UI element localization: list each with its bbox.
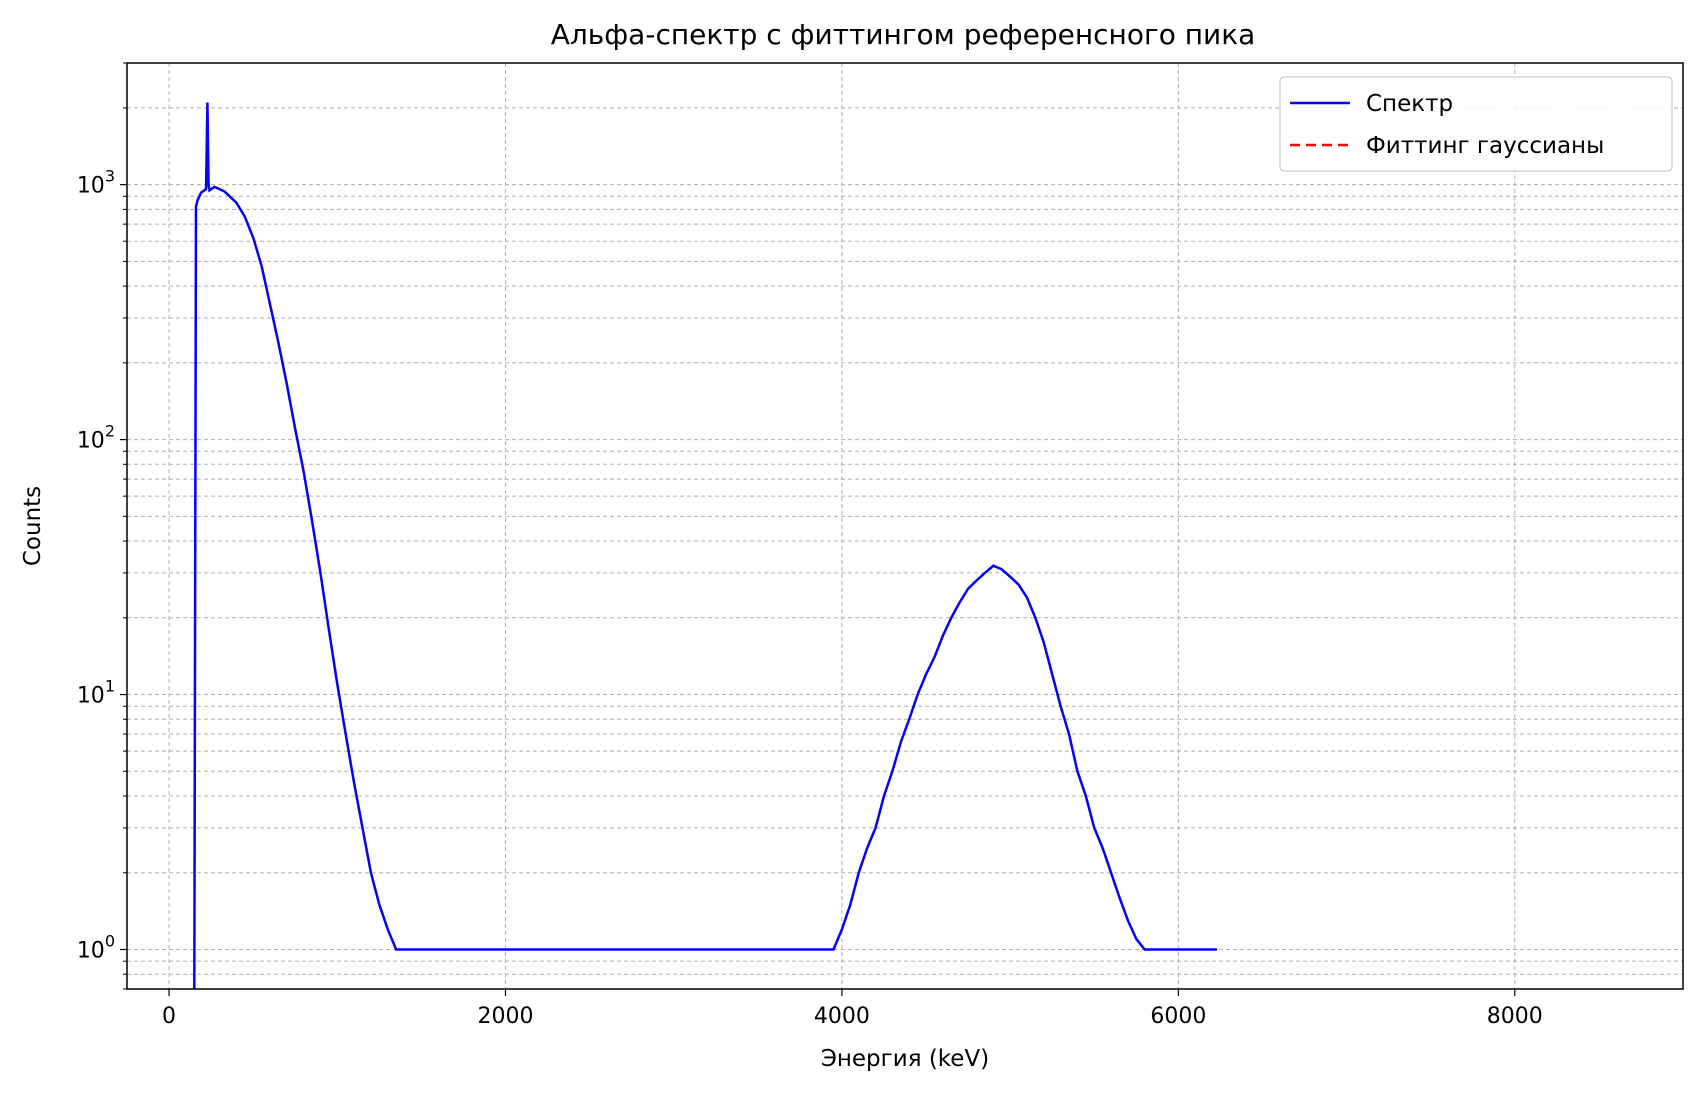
grid [127, 62, 1683, 990]
y-tick-label: 101 [77, 677, 115, 709]
x-tick-label: 6000 [1150, 1004, 1206, 1029]
x-axis-label: Энергия (keV) [821, 1046, 989, 1072]
x-tick-label: 8000 [1487, 1004, 1543, 1029]
legend-label-1: Фиттинг гауссианы [1366, 133, 1604, 159]
x-tick-label: 0 [162, 1004, 176, 1029]
x-tick-label: 2000 [477, 1004, 533, 1029]
plot-area [193, 102, 1218, 989]
legend-box [1279, 76, 1673, 172]
y-tick-label: 103 [77, 167, 115, 199]
series-line-0 [193, 102, 1218, 989]
y-tick-label: 100 [77, 932, 115, 964]
x-axis: 0 2000 4000 6000 8000 [162, 989, 1543, 1029]
y-tick-label: 102 [77, 422, 115, 454]
x-tick-label: 4000 [814, 1004, 870, 1029]
y-axis-label: Counts [20, 486, 46, 566]
chart-title: Альфа-спектр с фиттингом референсного пи… [551, 18, 1256, 51]
legend: Спектр Фиттинг гауссианы [1279, 76, 1673, 172]
plot-frame [126, 62, 1684, 990]
legend-label-0: Спектр [1366, 91, 1453, 117]
y-axis: 100 101 102 103 [77, 62, 127, 990]
